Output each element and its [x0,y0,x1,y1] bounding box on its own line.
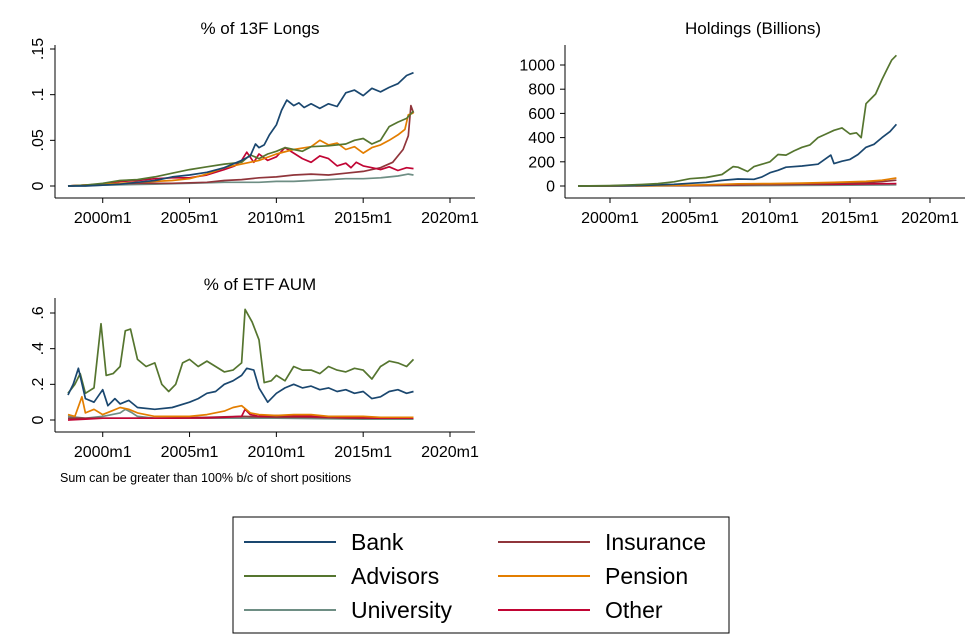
legend-item-pension: Pension [498,563,688,589]
x-tick-label: 2015m1 [334,210,392,227]
series-line-advisors [577,54,898,187]
panel-title: Holdings (Billions) [685,19,821,38]
legend-label: University [351,597,452,623]
x-tick-label: 2020m1 [421,444,479,461]
legend-item-university: University [244,597,452,623]
y-tick-label: 600 [528,106,555,123]
series-line-pension [67,395,414,419]
legend-label: Insurance [605,529,706,555]
panel-holdings-billions: Holdings (Billions) 0 200 400 600 800 1000 2000… [519,19,965,227]
y-tick-label: .05 [30,129,47,151]
x-tick-label: 2000m1 [581,210,639,227]
x-tick-label: 2000m1 [74,210,132,227]
legend-item-other: Other [498,597,663,623]
y-tick-label: .2 [30,378,47,391]
x-tick-label: 2020m1 [421,210,479,227]
legend: Bank Insurance Advisors Pension University Ot… [232,516,730,634]
y-tick-label: 800 [528,82,555,99]
y-tick-label: 0 [30,415,47,424]
x-tick-label: 2015m1 [334,444,392,461]
legend-label: Bank [351,529,404,555]
panel-title: % of 13F Longs [200,19,319,38]
legend-item-insurance: Insurance [498,529,706,555]
panel-of-13f-longs: % of 13F Longs 0 .05 .1 .15 2000m1 2005m1 2010m… [30,19,479,227]
x-tick-label: 2005m1 [661,210,719,227]
x-tick-label: 2010m1 [247,210,305,227]
y-tick-label: .6 [30,306,47,319]
x-tick-label: 2000m1 [74,444,132,461]
series-line-insurance [67,104,415,187]
legend-label: Other [605,597,663,623]
series-line-advisors [67,110,415,187]
y-tick-label: 0 [546,179,555,196]
y-tick-label: .1 [30,88,47,101]
legend-label: Pension [605,563,688,589]
series-line-bank [68,71,414,187]
x-tick-label: 2005m1 [161,210,219,227]
panel-of-etf-aum: % of ETF AUM 0 .2 .4 .6 2000m1 2005m1 2010m1 201… [30,275,479,461]
y-tick-label: 400 [528,130,555,147]
y-tick-label: 200 [528,154,555,171]
x-tick-label: 2005m1 [161,444,219,461]
panel-title: % of ETF AUM [204,275,316,294]
x-tick-label: 2010m1 [247,444,305,461]
y-tick-label: 1000 [519,58,555,75]
series-line-pension [577,177,897,187]
series-line-advisors [67,308,415,395]
legend-item-bank: Bank [244,529,404,555]
series-line-bank [577,123,898,187]
legend-label: Advisors [351,563,439,589]
x-tick-label: 2020m1 [901,210,959,227]
y-tick-label: .4 [30,342,47,355]
x-tick-label: 2010m1 [741,210,799,227]
y-tick-label: .15 [30,38,47,60]
y-tick-label: 0 [30,181,47,190]
x-tick-label: 2015m1 [821,210,879,227]
series-line-bank [67,367,414,411]
legend-item-advisors: Advisors [244,563,439,589]
chart-note: Sum can be greater than 100% b/c of shor… [60,471,351,485]
series-line-university [67,408,414,420]
